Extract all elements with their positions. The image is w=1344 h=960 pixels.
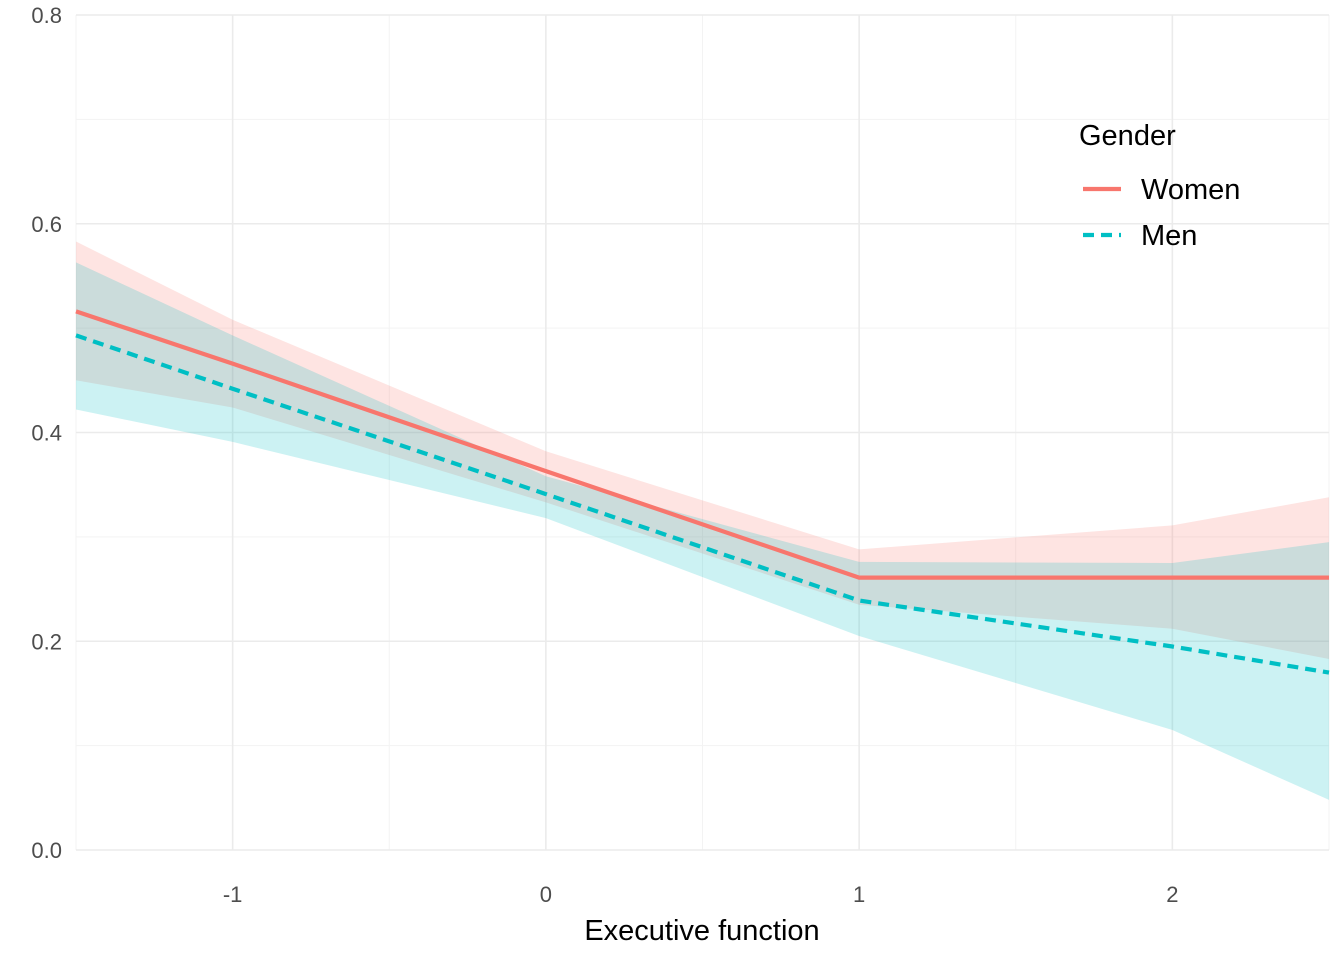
legend-items: Women Men [1083,174,1240,252]
confidence-band-men [76,262,1329,800]
x-tick-label: 2 [1166,882,1178,907]
legend-title: Gender [1079,120,1176,152]
confidence-band-layer [76,241,1329,800]
series-line-women [75,309,1329,580]
series-line-layer [75,309,1330,675]
grid-layer [75,14,1330,851]
x-tick-label: 1 [853,882,865,907]
y-tick-label: 0.6 [31,212,62,237]
y-tick-label: 0.0 [31,838,62,863]
x-axis-title: Executive function [584,915,819,947]
legend: Gender Women Men [1079,120,1240,252]
x-tick-label: 0 [540,882,552,907]
y-tick-label: 0.2 [31,629,62,654]
x-tick-label: -1 [223,882,243,907]
y-tick-label: 0.4 [31,421,62,446]
tick-label-layer: -1 0 1 2 0.0 0.2 0.4 0.6 0.8 [31,3,1178,907]
y-tick-label: 0.8 [31,3,62,28]
legend-label-women: Women [1141,174,1240,206]
confidence-band-women [76,241,1329,659]
legend-label-men: Men [1141,220,1197,252]
